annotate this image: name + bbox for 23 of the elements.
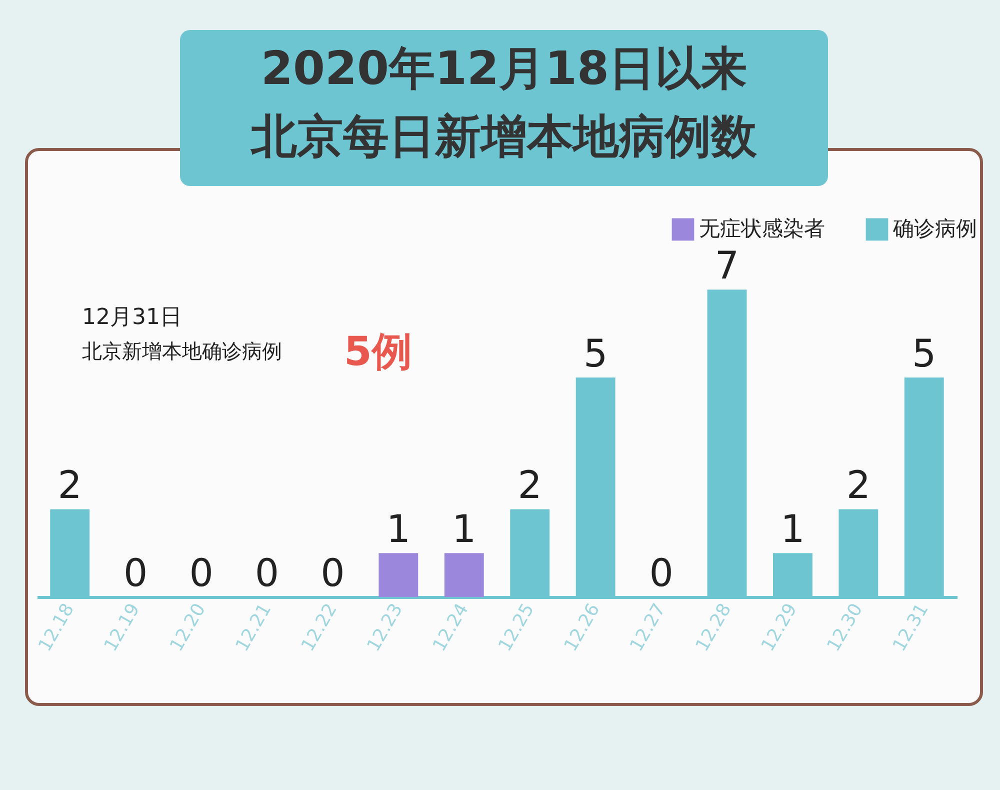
data-label: 2 (58, 463, 82, 508)
data-label: 0 (320, 551, 345, 595)
legend-label: 确诊病例 (892, 216, 977, 240)
data-label: 7 (714, 244, 740, 288)
data-label: 1 (386, 507, 411, 552)
data-label: 1 (780, 507, 805, 552)
chart-title: 2020年12月18日以来 (260, 40, 748, 97)
data-label: 0 (123, 551, 148, 595)
data-label: 5 (912, 331, 936, 376)
annotation: 5例 (344, 328, 412, 377)
data-label: 2 (518, 463, 542, 508)
annotation: 北京新增本地确诊病例 (82, 338, 282, 365)
data-label: 5 (583, 331, 608, 376)
data-label: 2 (846, 463, 871, 508)
data-label: 0 (649, 551, 674, 595)
annotation: 12月31日 (82, 304, 183, 332)
data-label: 1 (452, 507, 476, 552)
data-label: 0 (189, 551, 214, 595)
chart-subtitle: 北京每日新增本地病例数 (249, 108, 758, 165)
data-label: 0 (254, 551, 280, 595)
bar (444, 553, 484, 597)
bar (378, 553, 418, 597)
legend-label: 无症状感染者 (699, 216, 825, 240)
